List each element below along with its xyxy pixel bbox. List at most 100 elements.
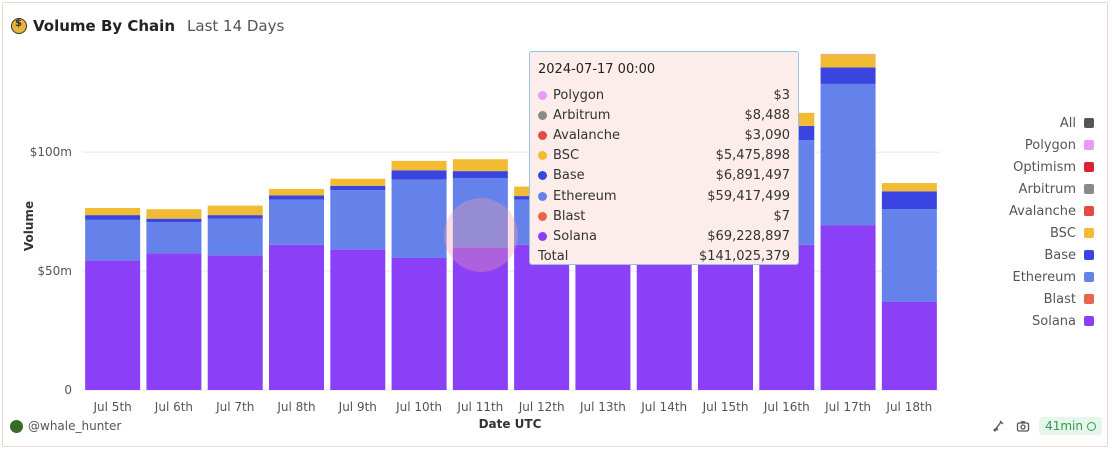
- bar-segment-ethereum: [820, 83, 876, 226]
- tooltip-series-name: Solana: [553, 228, 597, 244]
- bar-segment-base: [391, 170, 447, 180]
- tooltip-series-value: $3,090: [744, 127, 791, 143]
- legend-label: Solana: [1032, 313, 1076, 329]
- refresh-badge[interactable]: 41min: [1039, 417, 1102, 435]
- tooltip-dot: [538, 110, 547, 120]
- legend-item[interactable]: Optimism: [1009, 156, 1094, 178]
- bar-segment-ethereum: [881, 209, 937, 302]
- legend-swatch: [1084, 184, 1094, 194]
- y-tick-label: $50m: [37, 264, 72, 278]
- tooltip-total-label: Total: [538, 249, 569, 265]
- tooltip-series-name: BSC: [553, 148, 580, 164]
- x-tick-label: Jul 13th: [579, 400, 626, 414]
- tooltip-series-value: $3: [773, 87, 790, 103]
- legend-item[interactable]: Ethereum: [1009, 266, 1094, 288]
- bar-segment-base: [85, 215, 141, 220]
- x-tick-label: Jul 12th: [518, 400, 565, 414]
- refresh-age: 41min: [1045, 419, 1083, 433]
- author-link[interactable]: @whale_hunter: [10, 419, 121, 433]
- y-tick-label: $100m: [30, 145, 72, 159]
- legend-item[interactable]: Solana: [1009, 310, 1094, 332]
- chart-header: Volume By Chain Last 14 Days: [11, 15, 284, 37]
- bar-segment-polygon: [820, 53, 876, 55]
- bar-segment-solana: [698, 244, 753, 390]
- legend-item[interactable]: Avalanche: [1009, 200, 1094, 222]
- legend-item[interactable]: Polygon: [1009, 134, 1094, 156]
- tooltip-series-name: Ethereum: [553, 188, 617, 204]
- legend-swatch: [1084, 272, 1094, 282]
- tooltip-date: 2024-07-17 00:00: [538, 62, 656, 77]
- tooltip-row: BSC $5,475,898: [538, 146, 790, 166]
- x-tick-label: Jul 18th: [885, 400, 932, 414]
- bar-segment-base: [146, 218, 202, 223]
- fork-icon[interactable]: [991, 418, 1007, 434]
- bar-segment-solana: [820, 225, 876, 390]
- tooltip-series-name: Blast: [553, 208, 586, 224]
- legend-label: All: [1059, 115, 1076, 131]
- legend-item[interactable]: Arbitrum: [1009, 178, 1094, 200]
- y-axis-title: Volume: [22, 201, 36, 251]
- x-tick-label: Jul 17th: [824, 400, 871, 414]
- legend-item[interactable]: All: [1009, 112, 1094, 134]
- legend-swatch: [1084, 294, 1094, 304]
- legend-label: Optimism: [1013, 159, 1076, 175]
- check-circle-icon: [1087, 421, 1096, 431]
- bar-segment-base: [881, 191, 937, 210]
- bar-segment-bsc: [330, 178, 386, 186]
- tooltip-series-name: Avalanche: [553, 127, 620, 143]
- hover-tooltip: 2024-07-17 00:00 Polygon $3 Arbitrum $8,488…: [529, 51, 799, 265]
- legend-swatch: [1084, 140, 1094, 150]
- legend-label: Arbitrum: [1018, 181, 1076, 197]
- legend-swatch: [1084, 228, 1094, 238]
- avatar: [10, 419, 23, 433]
- bar-segment-solana: [881, 301, 937, 390]
- bar-segment-solana: [85, 260, 141, 390]
- x-tick-label: Jul 6th: [154, 400, 193, 414]
- bar-segment-base: [452, 171, 508, 179]
- x-tick-label: Jul 10th: [395, 400, 442, 414]
- camera-icon[interactable]: [1015, 418, 1031, 434]
- bar-segment-ethereum: [146, 222, 202, 254]
- bar-segment-base: [207, 215, 263, 219]
- legend-swatch: [1084, 316, 1094, 326]
- bar-segment-solana: [146, 253, 202, 390]
- x-tick-label: Jul 7th: [215, 400, 254, 414]
- x-tick-label: Jul 16th: [763, 400, 810, 414]
- tooltip-row: Arbitrum $8,488: [538, 105, 790, 125]
- tooltip-row: Avalanche $3,090: [538, 125, 790, 145]
- tooltip-row: Blast $7: [538, 206, 790, 226]
- tooltip-series-name: Arbitrum: [553, 107, 611, 123]
- x-tick-label: Jul 8th: [276, 400, 315, 414]
- bar-segment-ethereum: [207, 218, 263, 256]
- tooltip-series-name: Base: [553, 168, 585, 184]
- tooltip-series-name: Polygon: [553, 87, 605, 103]
- x-tick-label: Jul 9th: [338, 400, 377, 414]
- tooltip-row: Polygon $3: [538, 85, 790, 105]
- tooltip-series-value: $6,891,497: [715, 168, 790, 184]
- hover-marker: [444, 198, 518, 272]
- bar-segment-solana: [759, 244, 815, 390]
- legend-item[interactable]: BSC: [1009, 222, 1094, 244]
- bar-segment-solana: [330, 249, 386, 390]
- legend-item[interactable]: Base: [1009, 244, 1094, 266]
- tooltip-dot: [538, 211, 547, 221]
- legend-swatch: [1084, 206, 1094, 216]
- legend-swatch: [1084, 118, 1094, 128]
- footer-tools: 41min: [983, 417, 1102, 435]
- bar-segment-ethereum: [391, 179, 447, 258]
- bar-segment-ethereum: [452, 178, 508, 248]
- tooltip-row: Ethereum $59,417,499: [538, 186, 790, 206]
- bar-segment-solana: [391, 257, 447, 390]
- bar-segment-solana: [452, 247, 508, 390]
- author-name: @whale_hunter: [28, 419, 122, 433]
- bar-segment-bsc: [452, 159, 508, 172]
- legend-item[interactable]: Blast: [1009, 288, 1094, 310]
- bar-segment-solana: [514, 244, 570, 390]
- legend-label: Blast: [1043, 291, 1076, 307]
- bar-segment-solana: [575, 247, 631, 390]
- bar-segment-bsc: [881, 183, 937, 192]
- tooltip-series-value: $8,488: [744, 107, 791, 123]
- tooltip-total-value: $141,025,379: [699, 249, 790, 265]
- tooltip-dot: [538, 231, 547, 241]
- tooltip-row: Solana $69,228,897: [538, 226, 790, 246]
